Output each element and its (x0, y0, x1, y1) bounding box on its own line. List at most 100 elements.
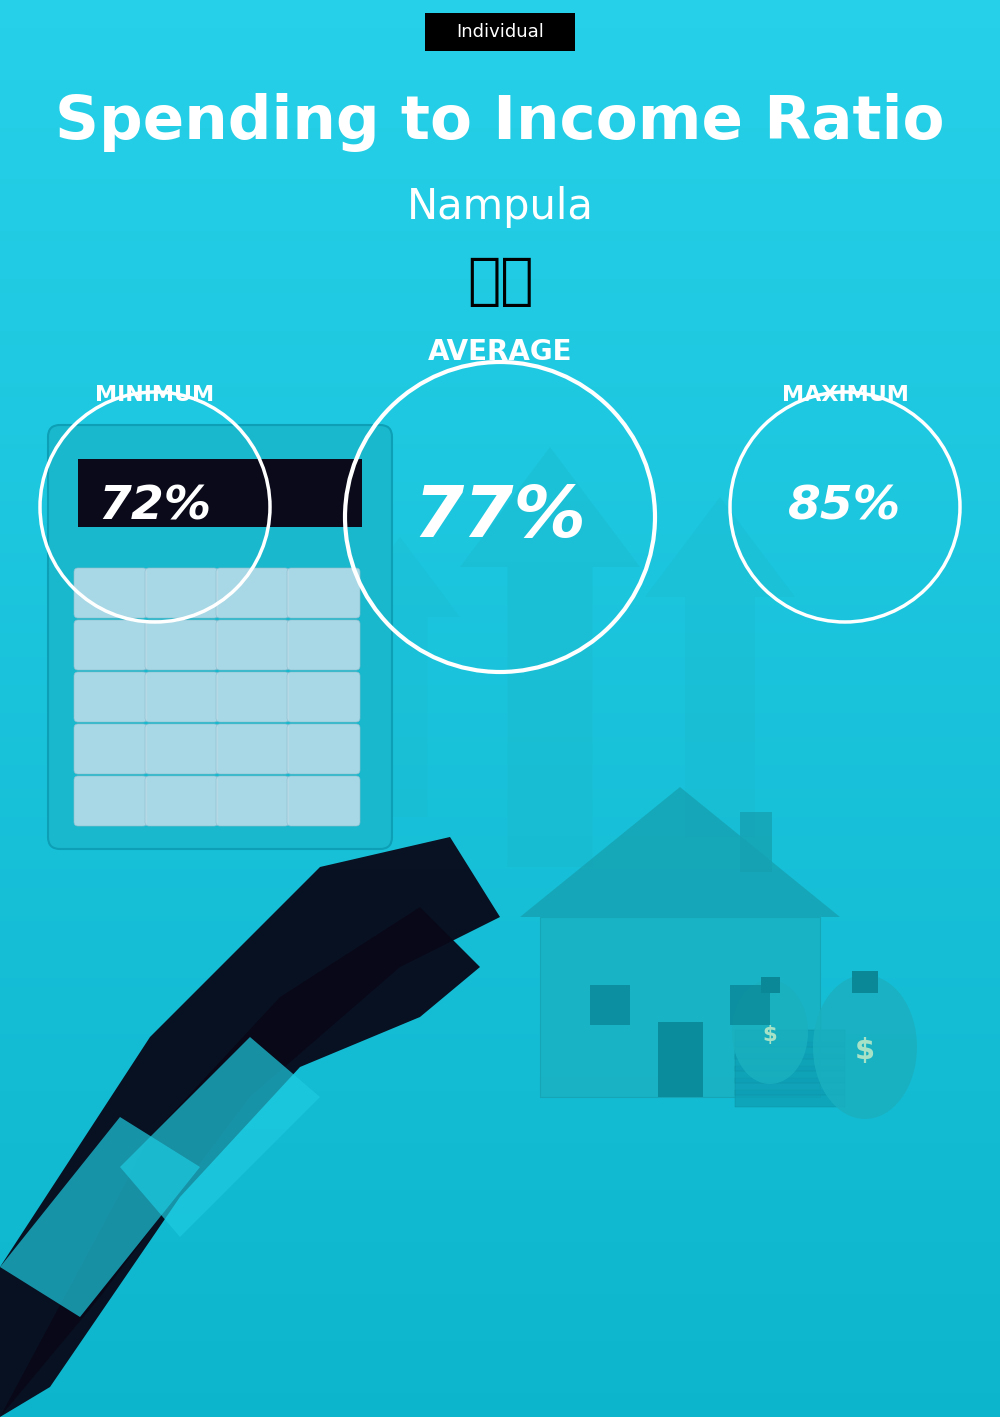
Bar (0, 397, 1000, 401)
Bar (0, 359, 1000, 364)
Bar (0, 109, 1000, 113)
Bar (0, 779, 1000, 784)
Bar (0, 769, 1000, 775)
Text: AVERAGE: AVERAGE (428, 339, 572, 366)
Bar (0, 1374, 1000, 1379)
Bar (0, 1318, 1000, 1322)
Bar (0, 708, 1000, 713)
Bar (0, 251, 1000, 255)
Bar (0, 595, 1000, 599)
Polygon shape (120, 1037, 320, 1237)
Bar (0, 1229, 1000, 1233)
Text: Nampula: Nampula (407, 186, 593, 228)
Bar (0, 1058, 1000, 1063)
Bar (0, 1304, 1000, 1308)
Bar (0, 312, 1000, 316)
Bar (0, 563, 1000, 567)
Bar (0, 520, 1000, 524)
Bar (0, 1237, 1000, 1243)
Bar (0, 1087, 1000, 1091)
Bar (0, 1067, 1000, 1073)
Bar (0, 142, 1000, 146)
Bar (0, 10, 1000, 14)
Bar (0, 1271, 1000, 1275)
Bar (0, 307, 1000, 312)
Bar (0, 411, 1000, 415)
Bar (0, 656, 1000, 662)
Bar (0, 789, 1000, 794)
Bar (0, 761, 1000, 765)
Text: Spending to Income Ratio: Spending to Income Ratio (55, 92, 945, 152)
Bar (0, 293, 1000, 298)
Polygon shape (0, 837, 500, 1417)
Bar (0, 166, 1000, 170)
Bar (0, 393, 1000, 397)
Bar (0, 4, 1000, 10)
Bar (0, 850, 1000, 854)
Bar (0, 174, 1000, 180)
Bar (0, 444, 1000, 449)
Bar (0, 482, 1000, 486)
Bar (0, 28, 1000, 33)
Bar (0, 988, 1000, 992)
Bar (0, 803, 1000, 808)
Bar (0, 453, 1000, 458)
Bar (0, 925, 1000, 931)
FancyBboxPatch shape (287, 724, 360, 774)
Bar (0, 354, 1000, 359)
Bar (0, 237, 1000, 241)
FancyBboxPatch shape (74, 777, 147, 826)
Bar (0, 510, 1000, 514)
Bar (0, 184, 1000, 188)
Bar (0, 340, 1000, 344)
Bar (0, 680, 1000, 684)
Bar (0, 344, 1000, 350)
Bar (0, 137, 1000, 142)
Bar (0, 812, 1000, 818)
Bar (0, 996, 1000, 1002)
Bar (0, 1251, 1000, 1257)
Bar (0, 425, 1000, 429)
Bar (0, 1403, 1000, 1407)
Bar (0, 1190, 1000, 1195)
Bar (0, 605, 1000, 609)
Bar (0, 326, 1000, 330)
Bar (0, 1039, 1000, 1044)
Bar (0, 1073, 1000, 1077)
Bar (0, 99, 1000, 103)
Bar (0, 118, 1000, 123)
Bar (0, 231, 1000, 237)
Bar (0, 170, 1000, 174)
Bar (0, 472, 1000, 478)
Bar (0, 723, 1000, 727)
Bar (0, 1346, 1000, 1350)
Bar (0, 662, 1000, 666)
Bar (0, 71, 1000, 75)
Bar (78, 459, 362, 527)
Bar (0, 1247, 1000, 1251)
Bar (0, 1379, 1000, 1384)
FancyBboxPatch shape (216, 568, 289, 618)
Bar (0, 1138, 1000, 1144)
Bar (0, 1370, 1000, 1374)
Bar (0, 1176, 1000, 1180)
Text: $: $ (763, 1024, 777, 1044)
Bar (0, 1243, 1000, 1247)
Bar (0, 567, 1000, 571)
Bar (0, 113, 1000, 118)
FancyBboxPatch shape (216, 777, 289, 826)
Bar (0, 747, 1000, 751)
Bar (0, 897, 1000, 903)
Bar (0, 1095, 1000, 1101)
Bar (0, 1322, 1000, 1328)
Bar (0, 1204, 1000, 1209)
Bar (0, 954, 1000, 959)
Bar (0, 1002, 1000, 1006)
Bar (0, 978, 1000, 982)
Bar (0, 500, 1000, 506)
Bar (0, 1342, 1000, 1346)
Bar (0, 648, 1000, 652)
Bar (0, 203, 1000, 208)
FancyBboxPatch shape (287, 777, 360, 826)
Bar (0, 840, 1000, 846)
